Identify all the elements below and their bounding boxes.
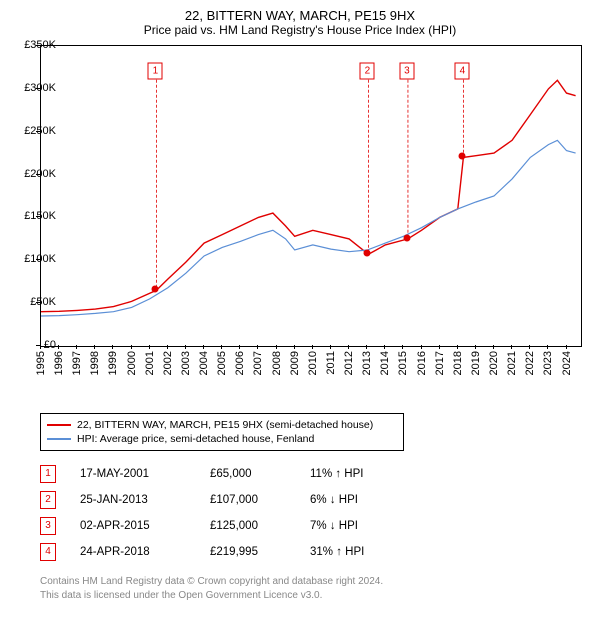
sales-date: 17-MAY-2001	[80, 468, 210, 480]
legend-item: HPI: Average price, semi-detached house,…	[47, 432, 397, 446]
x-axis-label: 2004	[198, 351, 210, 375]
x-axis-label: 2016	[416, 351, 428, 375]
x-axis-label: 2018	[452, 351, 464, 375]
x-axis-label: 2006	[234, 351, 246, 375]
sales-date: 25-JAN-2013	[80, 494, 210, 506]
credits-line2: This data is licensed under the Open Gov…	[40, 589, 600, 603]
y-axis-label: £350K	[24, 39, 56, 51]
credits: Contains HM Land Registry data © Crown c…	[40, 575, 600, 602]
chart-area: £0£50K£100K£150K£200K£250K£300K£350K1995…	[40, 45, 600, 375]
sales-row: 4 24-APR-2018£219,99531% ↑ HPI	[40, 539, 600, 565]
legend-item: 22, BITTERN WAY, MARCH, PE15 9HX (semi-d…	[47, 418, 397, 432]
sale-marker-dot	[459, 153, 466, 160]
x-axis-label: 2017	[434, 351, 446, 375]
x-axis-label: 2024	[561, 351, 573, 375]
sale-marker-box: 4	[455, 62, 470, 79]
y-axis-label: £300K	[24, 82, 56, 94]
x-axis-label: 2020	[488, 351, 500, 375]
x-axis-label: 2005	[216, 351, 228, 375]
x-axis-label: 1997	[71, 351, 83, 375]
series-line	[41, 140, 576, 316]
x-axis-label: 2019	[470, 351, 482, 375]
x-axis-label: 2010	[307, 351, 319, 375]
x-axis-label: 2022	[524, 351, 536, 375]
series-line	[41, 80, 576, 311]
y-axis-label: £50K	[30, 296, 56, 308]
sales-diff: 6% ↓ HPI	[310, 494, 410, 506]
y-axis-label: £150K	[24, 210, 56, 222]
x-axis-label: 1996	[53, 351, 65, 375]
sales-date: 02-APR-2015	[80, 520, 210, 532]
legend-swatch	[47, 438, 71, 440]
credits-line1: Contains HM Land Registry data © Crown c…	[40, 575, 600, 589]
sales-row: 2 25-JAN-2013£107,0006% ↓ HPI	[40, 487, 600, 513]
y-axis-label: £0	[44, 339, 56, 351]
x-axis-label: 2011	[325, 351, 337, 375]
sales-diff: 31% ↑ HPI	[310, 546, 410, 558]
y-axis-label: £250K	[24, 125, 56, 137]
sales-num: 2	[40, 491, 56, 509]
x-axis-label: 2013	[361, 351, 373, 375]
x-axis-label: 1999	[107, 351, 119, 375]
chart-container: 22, BITTERN WAY, MARCH, PE15 9HX Price p…	[0, 0, 600, 620]
sales-price: £219,995	[210, 546, 310, 558]
x-axis-label: 2008	[271, 351, 283, 375]
sales-price: £125,000	[210, 520, 310, 532]
plot-area	[40, 45, 582, 347]
sale-marker-dot	[152, 286, 159, 293]
sale-marker-box: 2	[360, 62, 375, 79]
x-axis-label: 2001	[144, 351, 156, 375]
sales-num: 3	[40, 517, 56, 535]
sales-num: 1	[40, 465, 56, 483]
legend: 22, BITTERN WAY, MARCH, PE15 9HX (semi-d…	[40, 413, 404, 451]
x-axis-label: 2014	[379, 351, 391, 375]
sales-date: 24-APR-2018	[80, 546, 210, 558]
sale-marker-box: 1	[148, 62, 163, 79]
x-axis-label: 2007	[252, 351, 264, 375]
y-axis-label: £100K	[24, 253, 56, 265]
x-axis-label: 2023	[542, 351, 554, 375]
x-axis-label: 1998	[89, 351, 101, 375]
x-axis-label: 2012	[343, 351, 355, 375]
sales-row: 1 17-MAY-2001£65,00011% ↑ HPI	[40, 461, 600, 487]
x-axis-label: 2009	[289, 351, 301, 375]
x-axis-label: 2015	[397, 351, 409, 375]
sales-price: £107,000	[210, 494, 310, 506]
y-axis-label: £200K	[24, 168, 56, 180]
sales-num: 4	[40, 543, 56, 561]
legend-label: 22, BITTERN WAY, MARCH, PE15 9HX (semi-d…	[77, 419, 373, 431]
x-axis-label: 2002	[162, 351, 174, 375]
chart-subtitle: Price paid vs. HM Land Registry's House …	[0, 23, 600, 41]
x-axis-label: 2021	[506, 351, 518, 375]
x-axis-label: 1995	[35, 351, 47, 375]
chart-title: 22, BITTERN WAY, MARCH, PE15 9HX	[0, 0, 600, 23]
sale-marker-dot	[364, 250, 371, 257]
sale-marker-dot	[403, 234, 410, 241]
plot-svg	[41, 46, 581, 346]
sales-table: 1 17-MAY-2001£65,00011% ↑ HPI 2 25-JAN-2013…	[40, 461, 600, 565]
x-axis-label: 2000	[126, 351, 138, 375]
legend-swatch	[47, 424, 71, 426]
sales-diff: 11% ↑ HPI	[310, 468, 410, 480]
legend-label: HPI: Average price, semi-detached house,…	[77, 433, 314, 445]
sales-price: £65,000	[210, 468, 310, 480]
x-axis-label: 2003	[180, 351, 192, 375]
sales-diff: 7% ↓ HPI	[310, 520, 410, 532]
sales-row: 3 02-APR-2015£125,0007% ↓ HPI	[40, 513, 600, 539]
sale-marker-box: 3	[399, 62, 414, 79]
